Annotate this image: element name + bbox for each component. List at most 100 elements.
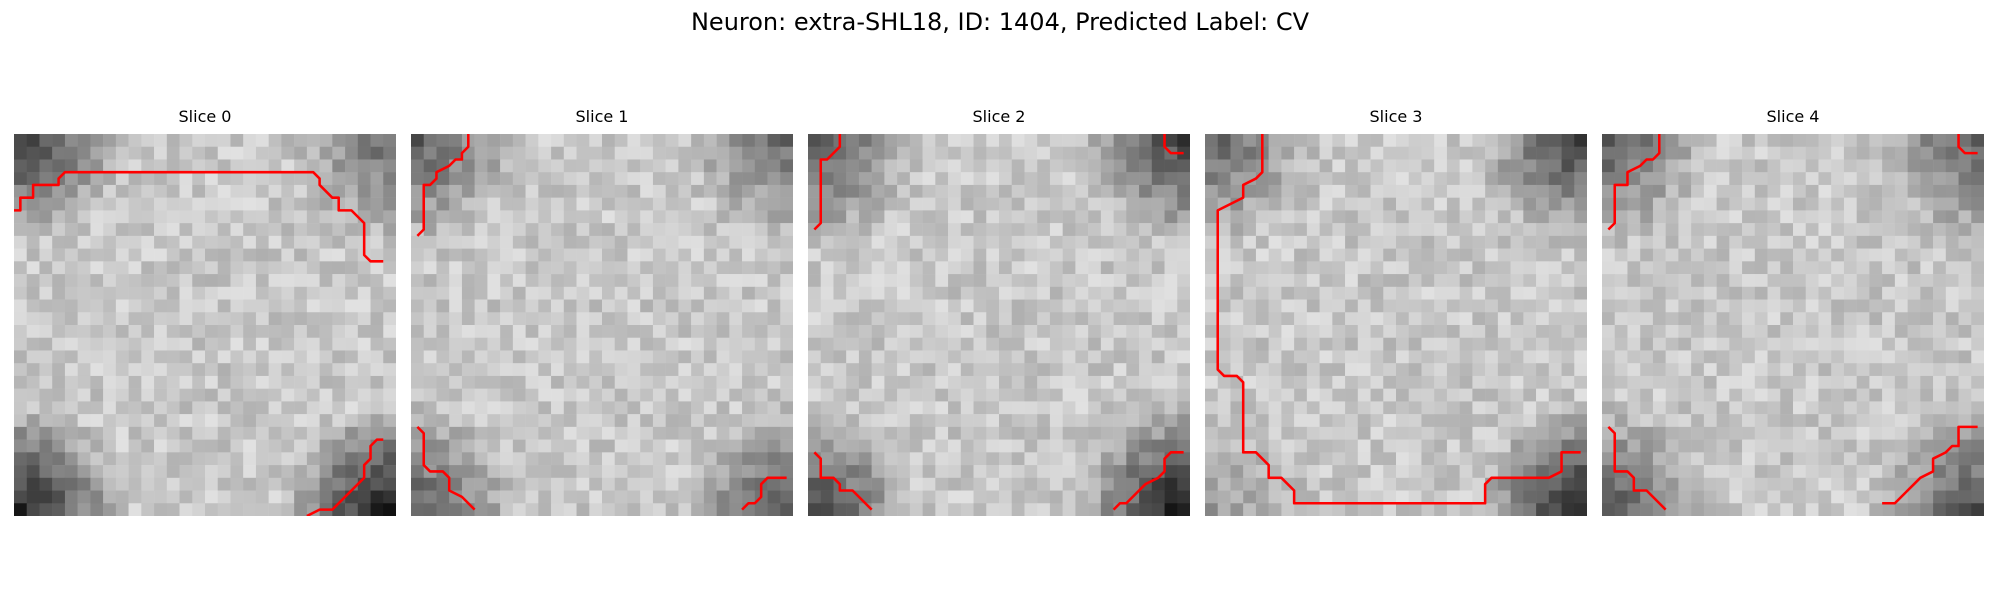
pixel bbox=[39, 312, 53, 326]
pixel bbox=[154, 235, 168, 249]
pixel bbox=[500, 223, 514, 237]
pixel bbox=[1933, 274, 1947, 288]
pixel bbox=[1459, 172, 1473, 186]
pixel bbox=[551, 248, 565, 262]
pixel bbox=[884, 325, 898, 338]
pixel bbox=[90, 172, 104, 186]
pixel bbox=[960, 414, 974, 428]
pixel bbox=[1230, 350, 1244, 364]
pixel bbox=[1049, 350, 1063, 364]
pixel bbox=[1869, 248, 1883, 262]
pixel bbox=[449, 337, 463, 351]
pixel bbox=[1485, 363, 1499, 377]
pixel bbox=[1345, 210, 1359, 224]
pixel bbox=[1126, 248, 1140, 262]
pixel bbox=[1294, 235, 1308, 249]
pixel bbox=[461, 210, 475, 224]
pixel bbox=[1805, 337, 1819, 351]
pixel bbox=[742, 503, 756, 516]
pixel bbox=[1665, 134, 1679, 147]
pixel bbox=[14, 274, 27, 288]
pixel bbox=[1945, 452, 1959, 466]
pixel bbox=[602, 350, 615, 364]
pixel bbox=[1294, 146, 1308, 160]
pixel bbox=[909, 426, 923, 440]
pixel bbox=[1421, 286, 1435, 300]
pixel bbox=[306, 223, 320, 237]
pixel bbox=[1164, 184, 1178, 198]
pixel bbox=[1627, 414, 1641, 428]
pixel bbox=[846, 299, 860, 313]
pixel bbox=[319, 197, 333, 211]
pixel bbox=[1485, 350, 1499, 364]
pixel bbox=[1652, 401, 1666, 415]
pixel bbox=[1294, 375, 1308, 389]
pixel bbox=[487, 312, 501, 326]
pixel bbox=[77, 426, 91, 440]
pixel bbox=[423, 477, 437, 491]
pixel bbox=[370, 363, 384, 377]
pixel bbox=[230, 223, 244, 237]
pixel bbox=[1408, 299, 1422, 313]
pixel bbox=[1217, 490, 1231, 504]
pixel bbox=[1574, 337, 1587, 351]
pixel bbox=[1856, 363, 1870, 377]
pixel bbox=[1869, 210, 1883, 224]
pixel bbox=[1920, 426, 1934, 440]
pixel bbox=[449, 503, 463, 516]
pixel bbox=[1062, 184, 1076, 198]
pixel bbox=[922, 248, 936, 262]
slice-panel: Slice 0 bbox=[14, 107, 396, 516]
pixel bbox=[1459, 274, 1473, 288]
pixel bbox=[742, 210, 756, 224]
pixel bbox=[1205, 414, 1218, 428]
pixel bbox=[52, 184, 66, 198]
pixel bbox=[1574, 134, 1587, 147]
pixel bbox=[960, 325, 974, 338]
pixel bbox=[1920, 452, 1934, 466]
pixel bbox=[1548, 146, 1562, 160]
pixel bbox=[103, 197, 117, 211]
pixel bbox=[960, 312, 974, 326]
pixel bbox=[64, 286, 78, 300]
pixel bbox=[1217, 235, 1231, 249]
pixel bbox=[77, 172, 91, 186]
pixel bbox=[1075, 452, 1089, 466]
pixel bbox=[1139, 350, 1153, 364]
pixel bbox=[999, 299, 1012, 313]
pixel bbox=[1037, 452, 1051, 466]
pixel bbox=[1011, 197, 1025, 211]
pixel bbox=[1217, 350, 1231, 364]
pixel bbox=[1933, 490, 1947, 504]
pixel bbox=[1088, 439, 1102, 453]
pixel bbox=[1345, 184, 1359, 198]
pixel bbox=[820, 426, 834, 440]
pixel bbox=[703, 235, 717, 249]
pixel bbox=[1434, 159, 1448, 173]
pixel bbox=[1383, 350, 1397, 364]
pixel bbox=[217, 299, 231, 313]
pixel bbox=[1665, 286, 1679, 300]
pixel bbox=[128, 375, 142, 389]
pixel bbox=[589, 286, 603, 300]
pixel bbox=[1831, 375, 1845, 389]
pixel bbox=[691, 197, 705, 211]
pixel bbox=[1869, 363, 1883, 377]
pixel bbox=[1306, 337, 1320, 351]
pixel bbox=[1459, 490, 1473, 504]
pixel bbox=[294, 146, 308, 160]
pixel bbox=[64, 197, 78, 211]
pixel bbox=[665, 490, 679, 504]
pixel bbox=[77, 184, 91, 198]
pixel bbox=[1446, 465, 1460, 479]
pixel bbox=[1408, 439, 1422, 453]
pixel bbox=[1281, 299, 1295, 313]
pixel bbox=[1602, 465, 1615, 479]
pixel bbox=[243, 465, 257, 479]
pixel bbox=[141, 401, 155, 415]
pixel bbox=[357, 439, 371, 453]
pixel bbox=[1691, 248, 1705, 262]
pixel bbox=[833, 286, 847, 300]
pixel bbox=[77, 248, 91, 262]
pixel bbox=[436, 477, 450, 491]
